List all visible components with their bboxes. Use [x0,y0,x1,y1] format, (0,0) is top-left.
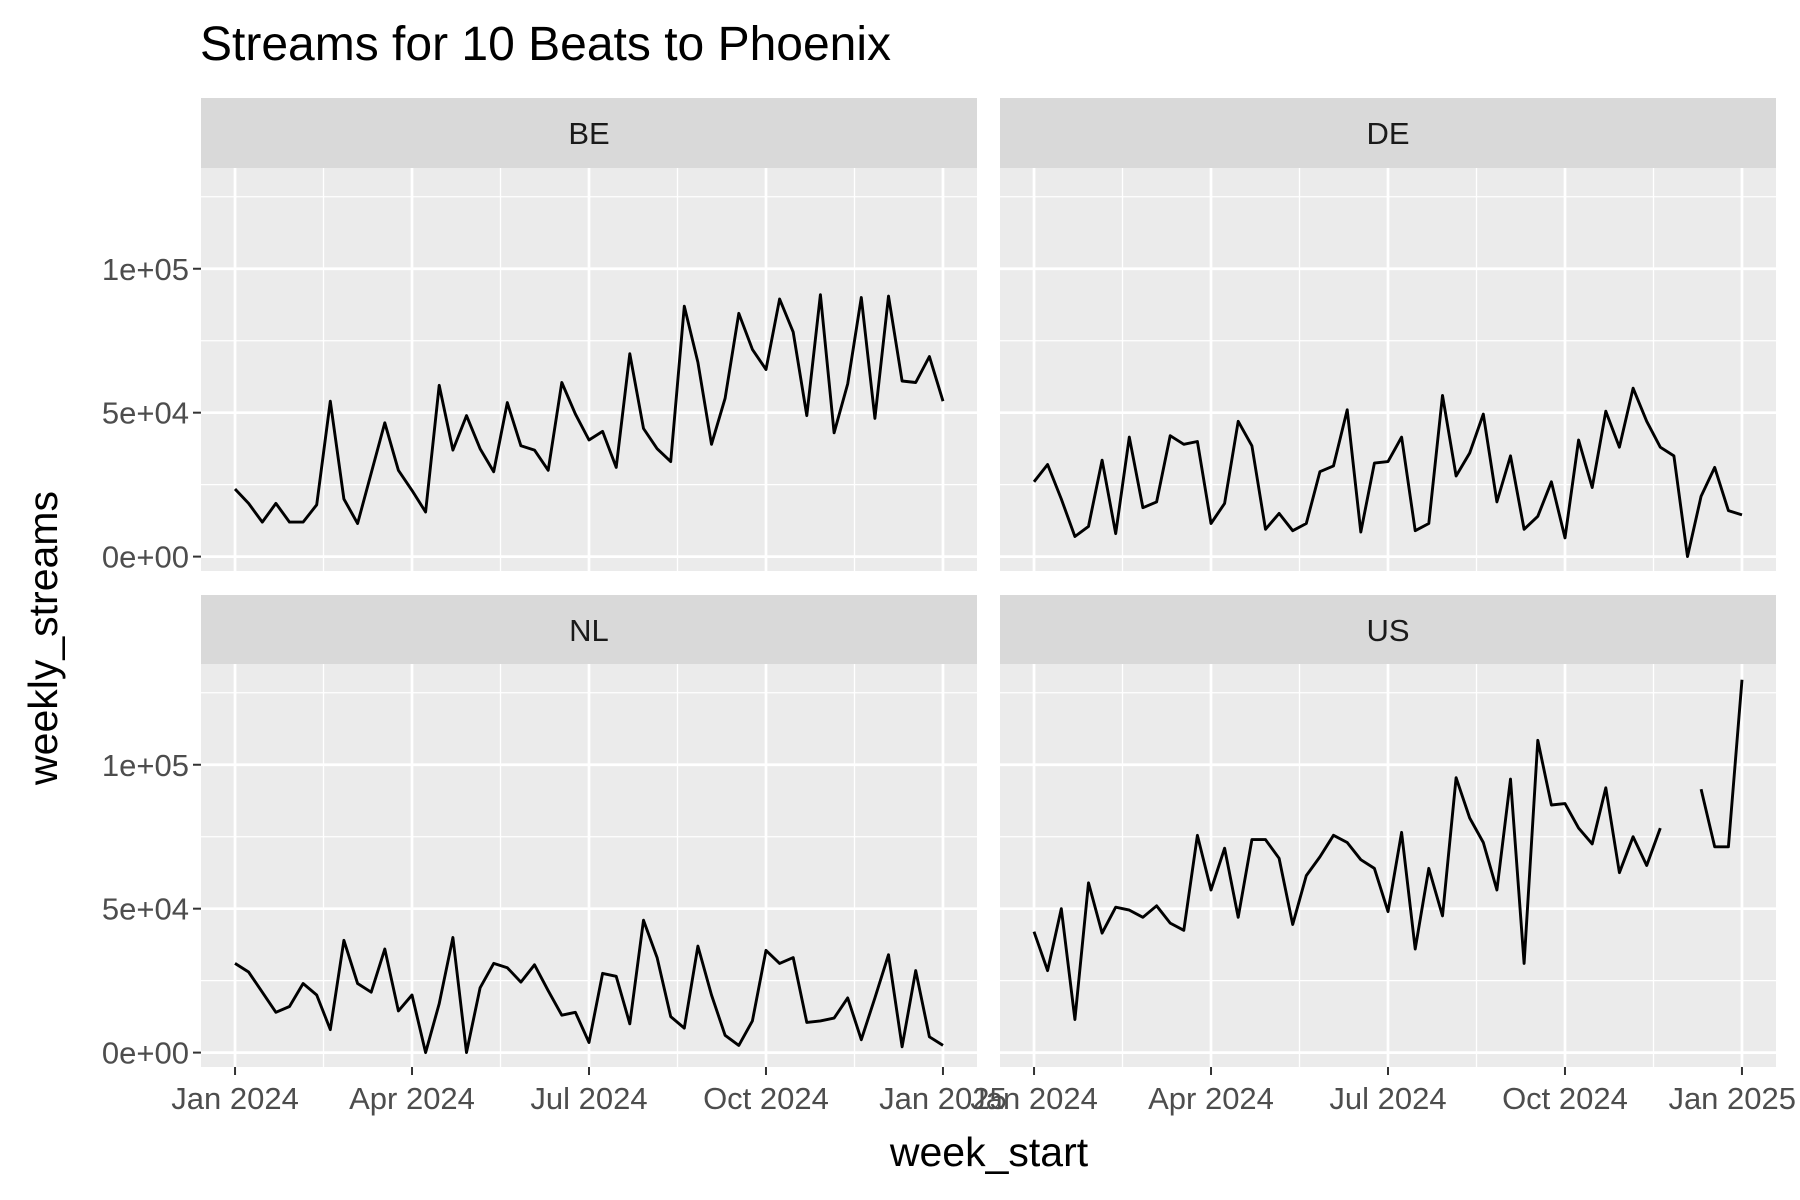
x-tick-label: Jan 2024 [970,1081,1098,1116]
series-line-be [233,293,945,525]
facet-strip-label: DE [1366,116,1409,151]
x-tick-label: Apr 2024 [349,1081,475,1116]
y-tick-label: 5e+04 [102,892,189,927]
x-tick-label: Jul 2024 [1329,1081,1446,1116]
facet-us: US Jan 2024 Apr 2024 Jul 2024 Oct 2024 Jan 20… [970,595,1796,1116]
facet-strip [1000,595,1776,665]
x-tick-label: Jan 2024 [171,1081,299,1116]
x-axis-title: week_start [889,1129,1089,1175]
y-tick-label: 5e+04 [102,396,189,431]
facet-de: DE [1000,98,1776,571]
y-axis-title: weekly_streams [20,491,66,786]
x-tick-label: Jan 2025 [879,1081,1007,1116]
x-tick-label: Oct 2024 [1502,1081,1628,1116]
facet-strip-label: NL [569,613,609,648]
x-tick-label: Jul 2024 [530,1081,647,1116]
chart-title: Streams for 10 Beats to Phoenix [200,18,891,71]
facet-strip [201,595,977,665]
y-tick-label: 0e+00 [102,540,189,575]
series-line-nl [234,918,944,1055]
facet-panels: BE 0e+00 5e+04 1e+05 DE NL 0e+00 5e+04 1e+05 Jan … [102,98,1796,1116]
x-tick-label: Apr 2024 [1148,1081,1274,1116]
facet-strip [201,98,977,168]
y-tick-label: 1e+05 [102,252,189,287]
y-tick-label: 0e+00 [102,1036,189,1071]
facet-be: BE 0e+00 5e+04 1e+05 [102,98,977,575]
x-tick-label: Oct 2024 [703,1081,829,1116]
facet-nl: NL 0e+00 5e+04 1e+05 Jan 2024 Apr 2024 Jul 202… [102,595,1007,1116]
facet-strip [1000,98,1776,168]
facet-strip-label: US [1366,613,1409,648]
facet-strip-label: BE [568,116,609,151]
series-line-us [1032,738,1662,1021]
series-line-us [1699,679,1744,849]
y-tick-label: 1e+05 [102,748,189,783]
series-line-de [1032,386,1743,559]
x-tick-label: Jan 2025 [1668,1081,1796,1116]
